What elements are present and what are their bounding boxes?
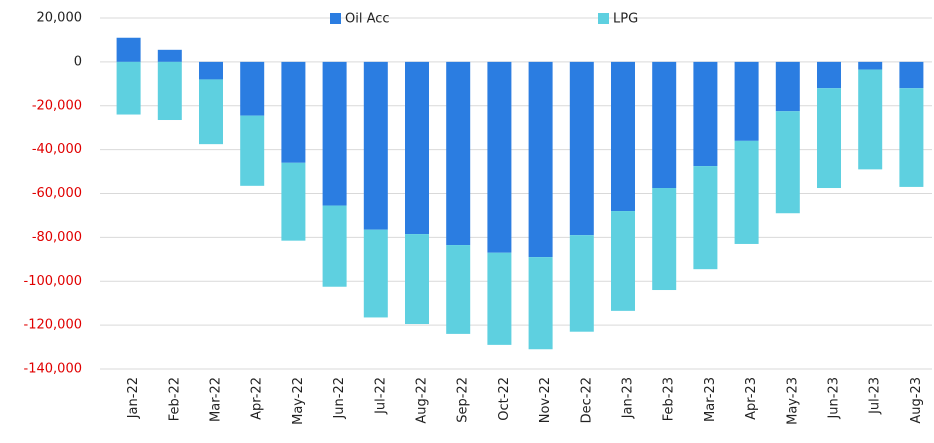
x-tick-label: Apr-22 <box>250 377 265 420</box>
x-tick-label: Jun-22 <box>332 377 347 420</box>
bar <box>858 69 883 170</box>
legend-label: Oil Acc <box>345 12 390 27</box>
bar <box>405 234 429 325</box>
x-tick-label: Aug-23 <box>909 377 924 424</box>
bar <box>652 188 677 291</box>
bar <box>281 162 306 241</box>
bar <box>322 205 347 287</box>
x-tick-label: Nov-22 <box>538 377 553 423</box>
bar <box>858 61 883 70</box>
y-tick-label: 0 <box>74 54 82 69</box>
x-tick-label: Mar-22 <box>209 377 224 422</box>
bar <box>528 257 553 350</box>
bar <box>693 166 718 270</box>
y-tick-label: -140,000 <box>24 362 82 377</box>
x-tick-label: May-23 <box>785 377 800 425</box>
bar <box>693 61 718 167</box>
bar <box>487 61 512 253</box>
bar <box>240 61 265 116</box>
bar <box>116 61 141 115</box>
bar <box>322 61 347 206</box>
x-tick-label: Sep-22 <box>456 377 471 423</box>
bar <box>775 61 800 112</box>
y-tick-label: -40,000 <box>32 142 82 157</box>
x-tick-label: Jul-22 <box>373 377 388 415</box>
x-tick-label: Oct-22 <box>497 377 512 421</box>
bar <box>652 61 677 189</box>
bar <box>199 61 223 80</box>
bar <box>281 61 306 163</box>
bar <box>363 229 388 318</box>
bar <box>363 61 388 230</box>
bar <box>569 235 594 332</box>
bar <box>734 61 759 141</box>
bar <box>817 88 841 189</box>
x-tick-label: May-22 <box>291 377 306 425</box>
y-tick-label: -60,000 <box>32 186 82 201</box>
bar <box>817 61 841 89</box>
y-tick-label: -20,000 <box>32 98 82 113</box>
bar <box>446 61 471 246</box>
bar <box>116 37 141 62</box>
bar <box>611 211 635 311</box>
x-tick-label: Jun-23 <box>827 377 842 420</box>
x-tick-label: Mar-23 <box>703 377 718 422</box>
x-tick-label: Apr-23 <box>744 377 759 420</box>
y-tick-label: -80,000 <box>32 230 82 245</box>
bar <box>899 61 924 89</box>
bar <box>734 140 759 244</box>
bar <box>240 115 265 186</box>
x-tick-label: Jul-23 <box>868 377 883 415</box>
y-tick-label: -100,000 <box>24 274 82 289</box>
x-tick-label: Jan-22 <box>126 377 141 419</box>
bar <box>487 252 512 345</box>
y-tick-label: -120,000 <box>24 318 82 333</box>
bar <box>569 61 594 236</box>
bar <box>611 61 635 212</box>
bar <box>528 61 553 258</box>
bar <box>199 79 223 145</box>
legend-swatch <box>330 13 341 24</box>
x-tick-label: Dec-22 <box>579 377 594 423</box>
legend-swatch <box>598 13 609 24</box>
x-tick-label: Feb-22 <box>167 377 182 421</box>
bar <box>157 61 182 121</box>
bar <box>405 61 429 235</box>
bar <box>157 49 182 62</box>
bar <box>899 88 924 187</box>
x-tick-label: Jan-23 <box>621 377 636 419</box>
y-tick-label: 20,000 <box>37 11 83 26</box>
x-tick-label: Feb-23 <box>662 377 677 421</box>
bar <box>446 245 471 334</box>
legend-label: LPG <box>613 12 638 27</box>
bar <box>775 111 800 214</box>
x-tick-label: Aug-22 <box>415 377 430 424</box>
